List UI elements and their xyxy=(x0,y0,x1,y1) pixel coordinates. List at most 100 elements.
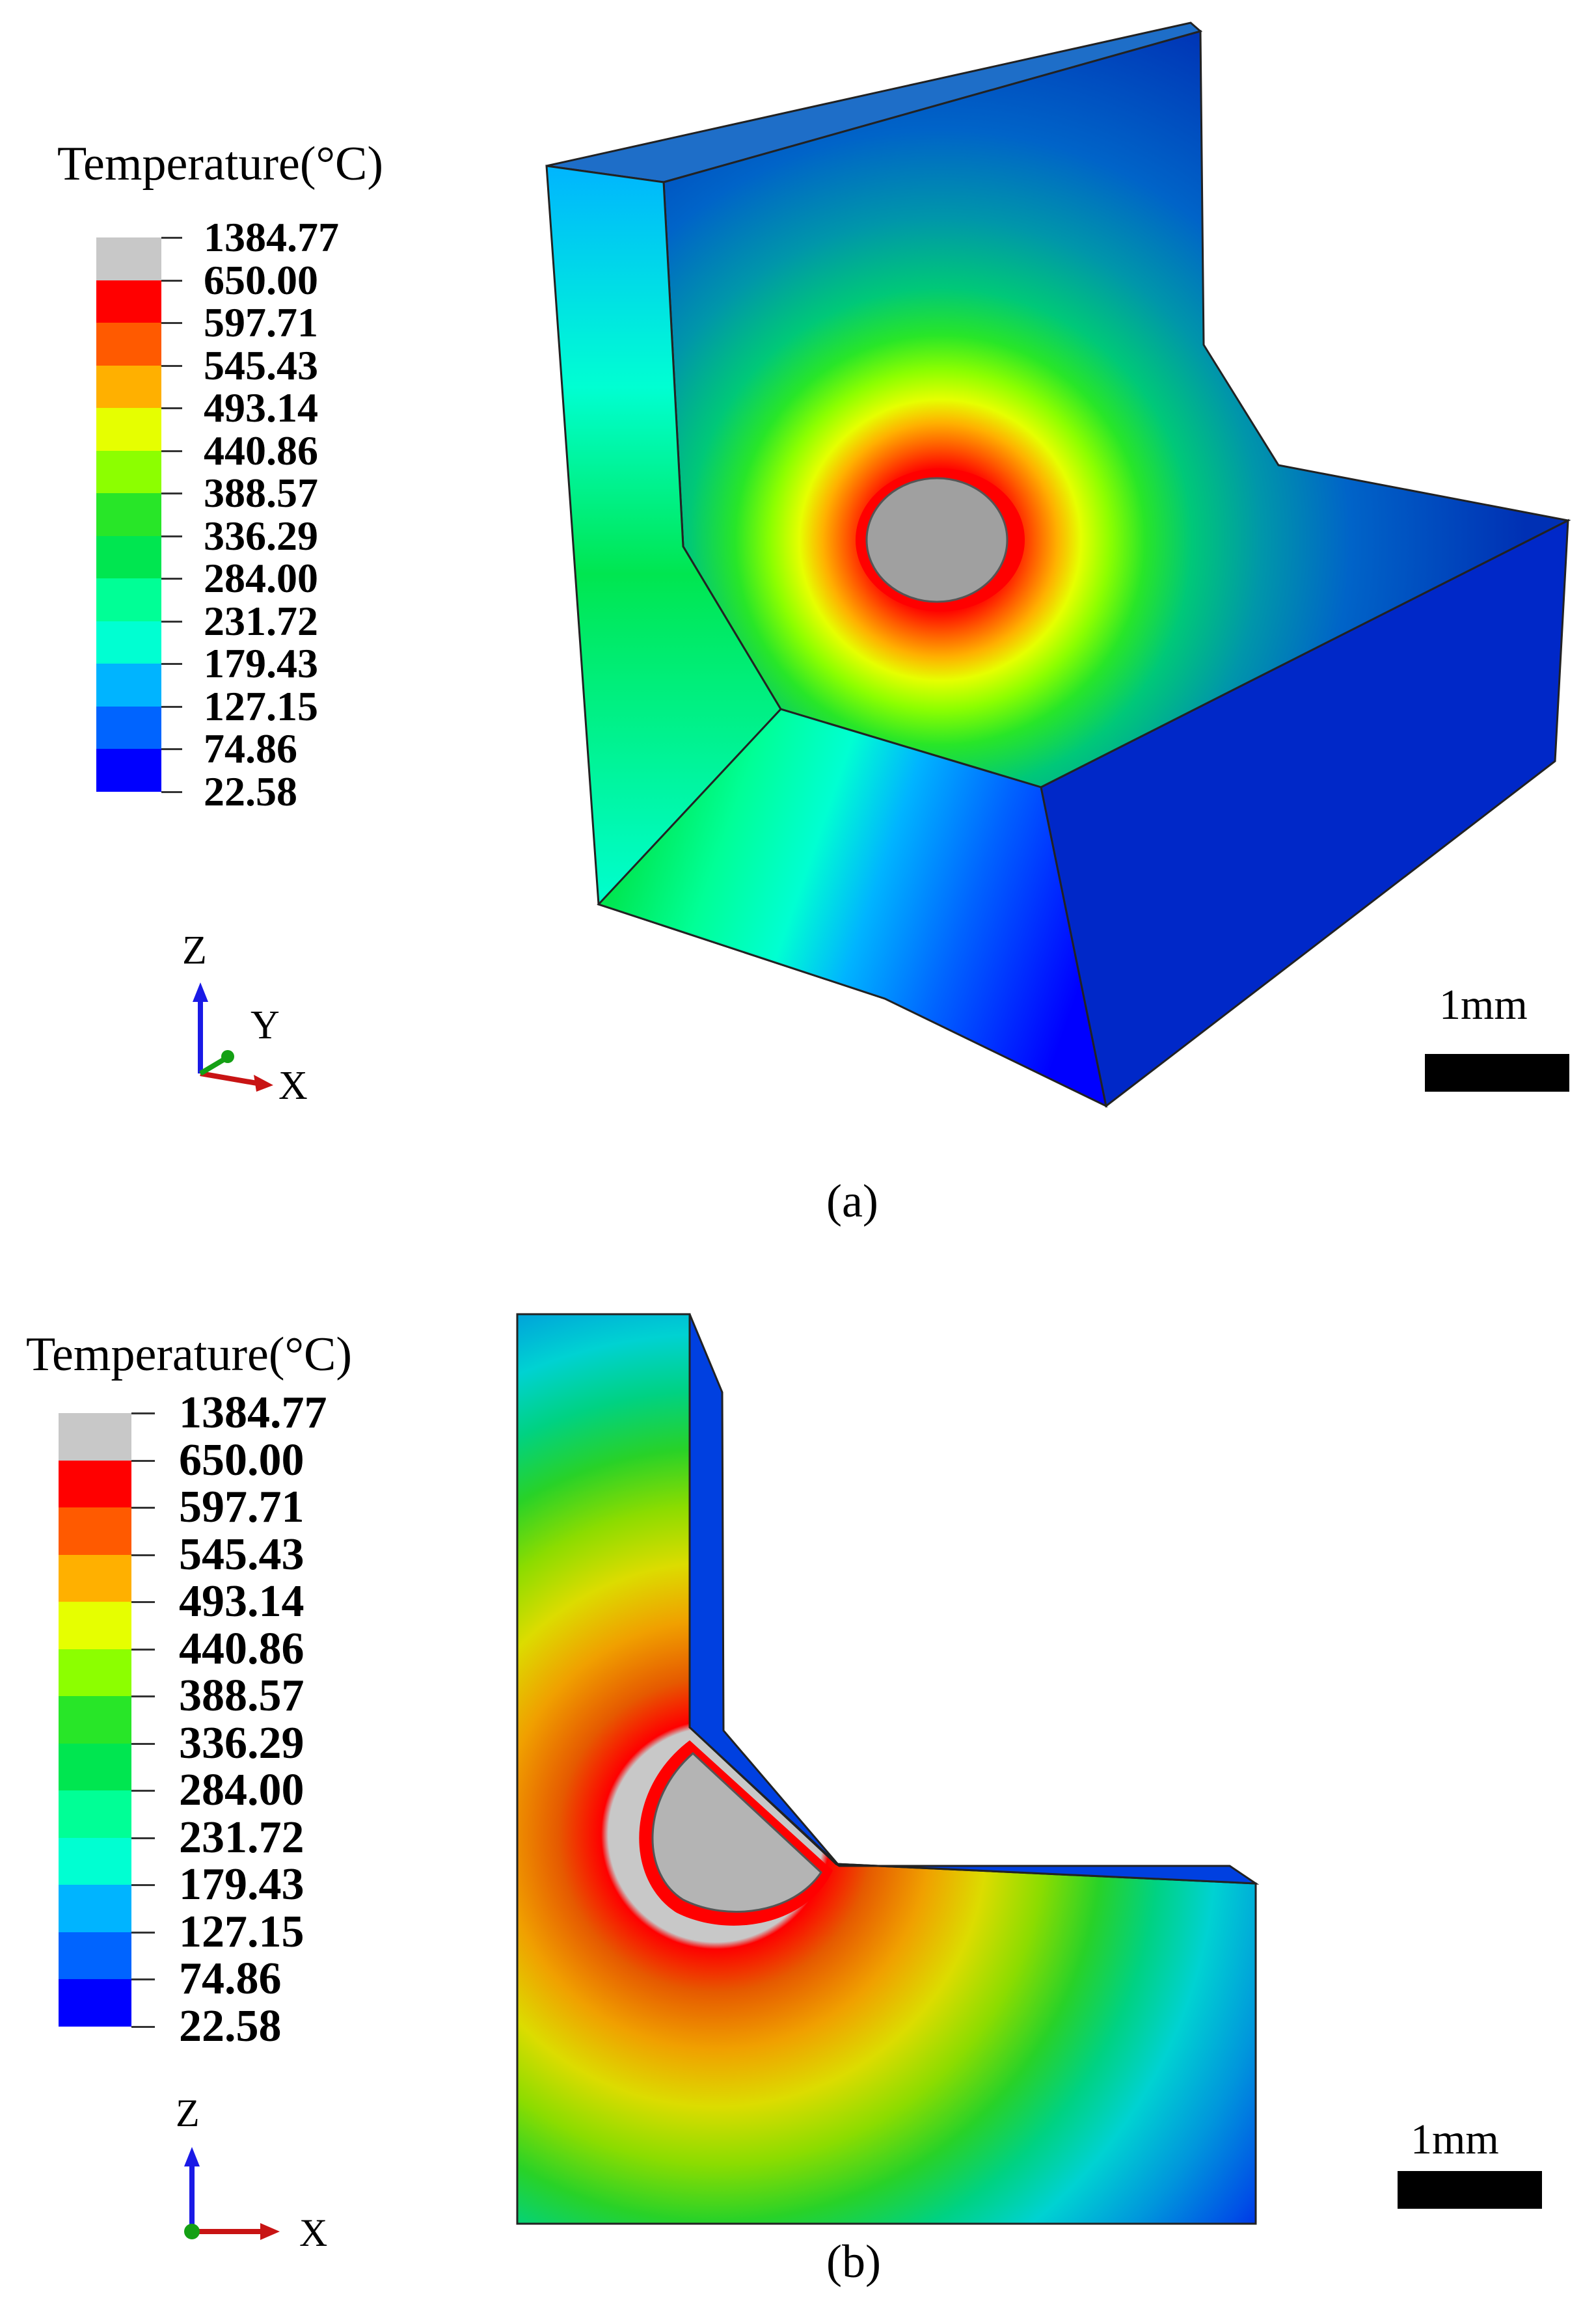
legend-swatch xyxy=(59,1602,131,1649)
legend-value: 74.86 xyxy=(204,725,297,772)
legend-swatch xyxy=(96,450,161,493)
legend-value: 336.29 xyxy=(204,512,318,559)
legend-swatch xyxy=(96,365,161,408)
legend-value: 597.71 xyxy=(204,299,318,345)
legend-swatch xyxy=(96,323,161,366)
legend-tick xyxy=(131,1931,155,1934)
legend-swatch xyxy=(96,280,161,323)
legend-tick xyxy=(161,492,182,494)
legend-value: 545.43 xyxy=(204,342,318,388)
legend-tick xyxy=(131,1459,155,1462)
scale-bar-label-a: 1mm xyxy=(1439,981,1528,1029)
legend-swatch xyxy=(59,1790,131,1838)
legend-value: 284.00 xyxy=(204,555,318,601)
legend-tick xyxy=(131,1601,155,1603)
legend-tick xyxy=(131,2025,155,2028)
legend-tick xyxy=(131,1790,155,1792)
legend-swatch xyxy=(59,1837,131,1885)
legend-tick xyxy=(131,1507,155,1509)
legend-tick xyxy=(161,748,182,750)
z-axis-label-b: Z xyxy=(176,2092,200,2135)
legend-tick xyxy=(131,1742,155,1745)
legend-value: 231.72 xyxy=(204,597,318,644)
legend-title-b: Temperature(°C) xyxy=(26,1328,353,1381)
legend-tick xyxy=(161,663,182,665)
legend-swatch xyxy=(59,1554,131,1602)
2d-temperature-section xyxy=(516,1313,1260,2225)
legend-tick xyxy=(131,1884,155,1886)
legend-value: 231.72 xyxy=(179,1812,304,1863)
legend-tick xyxy=(131,1837,155,1839)
legend-swatch xyxy=(59,1413,131,1461)
legend-swatch xyxy=(96,408,161,451)
z-axis-label-a: Z xyxy=(182,928,207,973)
x-axis-label-a: X xyxy=(278,1064,308,1108)
legend-tick xyxy=(131,1554,155,1556)
legend-tick xyxy=(161,364,182,367)
legend-tick xyxy=(131,1978,155,1980)
legend-value: 650.00 xyxy=(179,1435,304,1485)
legend-value: 1384.77 xyxy=(204,214,339,260)
legend-value: 284.00 xyxy=(179,1765,304,1815)
legend-swatch xyxy=(96,535,161,578)
legend-value: 440.86 xyxy=(179,1623,304,1674)
legend-tick xyxy=(161,322,182,324)
legend-value: 1384.77 xyxy=(179,1388,327,1438)
legend-swatch xyxy=(59,1649,131,1696)
legend-swatch xyxy=(96,749,161,792)
legend-value: 127.15 xyxy=(179,1906,304,1957)
legend-swatch xyxy=(59,1696,131,1744)
legend-swatch xyxy=(59,1507,131,1555)
y-axis-label-a: Y xyxy=(250,1003,280,1047)
legend-tick xyxy=(131,1695,155,1697)
axis-triad-b xyxy=(184,2147,280,2240)
legend-value: 22.58 xyxy=(204,768,297,815)
legend-tick xyxy=(161,535,182,537)
legend-swatch xyxy=(96,578,161,621)
legend-value: 388.57 xyxy=(204,470,318,516)
legend-tick xyxy=(161,450,182,452)
3d-temperature-model xyxy=(545,21,1571,1108)
legend-tick xyxy=(131,1648,155,1651)
legend-value: 22.58 xyxy=(179,2001,282,2051)
legend-value: 650.00 xyxy=(204,256,318,303)
legend-swatch xyxy=(59,1460,131,1507)
legend-swatch xyxy=(59,1885,131,1932)
legend-tick xyxy=(161,407,182,409)
legend-swatch xyxy=(96,706,161,749)
legend-value: 493.14 xyxy=(204,384,318,431)
legend-title-a: Temperature(°C) xyxy=(57,137,384,191)
legend-value: 440.86 xyxy=(204,427,318,474)
legend-swatch xyxy=(96,237,161,280)
legend-swatch xyxy=(59,1743,131,1790)
axis-triad-a xyxy=(193,982,273,1092)
legend-value: 336.29 xyxy=(179,1718,304,1768)
caption-a: (a) xyxy=(826,1175,878,1227)
legend-value: 597.71 xyxy=(179,1482,304,1532)
legend-swatch xyxy=(96,621,161,664)
legend-swatch xyxy=(96,493,161,536)
scale-bar-label-b: 1mm xyxy=(1411,2116,1499,2163)
caption-b: (b) xyxy=(826,2235,881,2287)
x-axis-label-b: X xyxy=(299,2211,328,2254)
panel-b: Temperature(°C) 1384.77 650.00 597.71 545.4… xyxy=(0,1236,1596,2307)
legend-tick xyxy=(161,279,182,282)
legend-tick xyxy=(161,578,182,580)
legend-value: 493.14 xyxy=(179,1576,304,1626)
legend-tick xyxy=(161,237,182,239)
legend-value: 179.43 xyxy=(179,1859,304,1909)
legend-swatch xyxy=(59,1979,131,2027)
legend-value: 74.86 xyxy=(179,1954,282,2004)
legend-value: 179.43 xyxy=(204,640,318,686)
legend-swatch xyxy=(59,1932,131,1979)
legend-swatch xyxy=(96,664,161,707)
legend-tick xyxy=(161,705,182,708)
legend-tick xyxy=(161,790,182,793)
scale-bar-a xyxy=(1425,1054,1569,1092)
scale-bar-b xyxy=(1398,2171,1542,2209)
panel-a: Temperature(°C) 1384.77 650.00 597.71 545.4… xyxy=(57,21,1571,1227)
legend-value: 388.57 xyxy=(179,1671,304,1721)
legend-value: 545.43 xyxy=(179,1529,304,1580)
legend-tick xyxy=(161,620,182,623)
legend-value: 127.15 xyxy=(204,682,318,729)
